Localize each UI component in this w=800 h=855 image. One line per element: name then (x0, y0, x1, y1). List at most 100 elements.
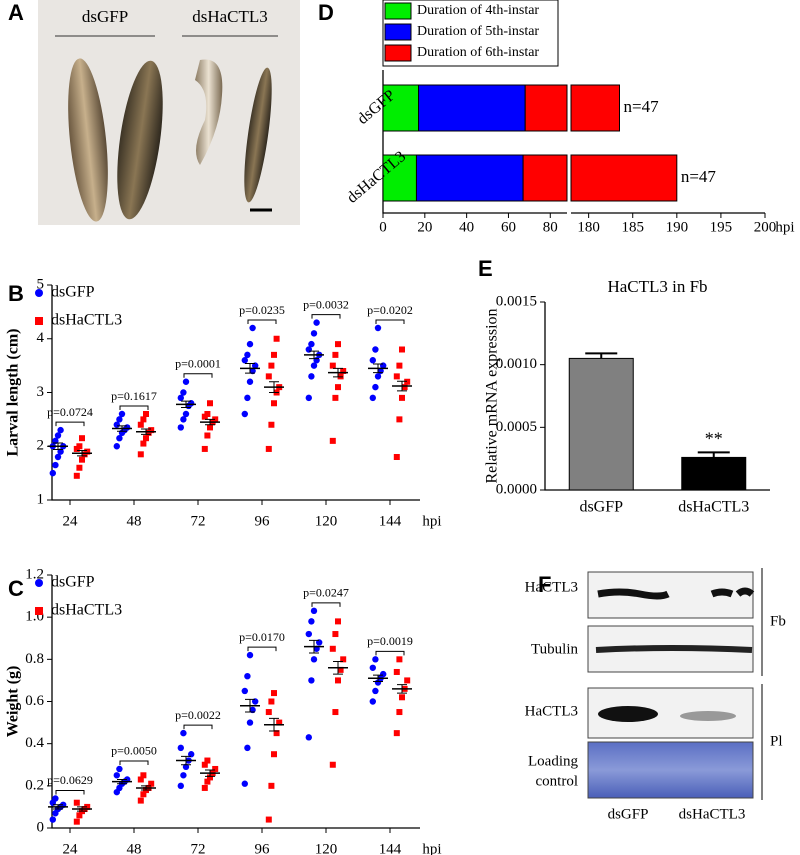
p-value: p=0.0170 (239, 630, 285, 644)
n-label: n=47 (681, 167, 717, 186)
dot (276, 719, 283, 726)
dot (308, 677, 315, 684)
dot (369, 664, 376, 671)
dot (249, 367, 256, 375)
dot (310, 607, 318, 615)
dot (249, 324, 256, 332)
p-value: p=0.0019 (367, 634, 413, 648)
bracket (183, 724, 213, 730)
y-axis-label: Larval length (cm) (5, 329, 22, 457)
x-tick-label: 80 (543, 219, 558, 235)
dot (372, 346, 379, 353)
error-bar (269, 381, 279, 393)
x-tick-label: 72 (191, 841, 206, 855)
dot (399, 346, 405, 353)
y-axis-label: Relative mRNA expression (484, 308, 501, 483)
x-tick-label: 200 (754, 219, 777, 235)
bracket (247, 319, 277, 324)
dot (204, 432, 211, 439)
dot (316, 639, 323, 646)
dot (137, 797, 144, 804)
lane-label: dsHaCTL3 (679, 806, 746, 822)
dot (329, 645, 336, 652)
dot (246, 378, 254, 385)
y-tick-label: 1.2 (25, 566, 44, 582)
bar-segment (524, 84, 568, 132)
dot (49, 469, 56, 477)
dot (271, 751, 277, 758)
dot (308, 618, 315, 625)
dot (140, 772, 147, 779)
dot (79, 435, 85, 442)
x-tick-label: 120 (315, 513, 338, 529)
dot (148, 780, 155, 787)
x-tick-label: 120 (315, 841, 338, 855)
dot (84, 803, 91, 810)
legend-marker (35, 317, 43, 325)
dot (268, 698, 275, 705)
x-tick-label: 195 (710, 219, 733, 235)
dot (137, 421, 144, 428)
legend-frame (382, 0, 559, 67)
panel-label: C (8, 576, 24, 601)
dot (396, 362, 403, 369)
larva (195, 59, 223, 165)
dot (118, 410, 126, 418)
x-tick-label: 20 (417, 219, 432, 235)
dot (177, 782, 184, 790)
dot (399, 694, 405, 701)
dot (332, 351, 339, 358)
y-axis-label: Weight (g) (5, 666, 22, 738)
dot (340, 368, 347, 374)
dot (335, 618, 341, 625)
dot (137, 451, 144, 458)
dot (177, 424, 184, 431)
blot-band (598, 706, 658, 722)
bar-segment (382, 84, 420, 132)
bar (568, 357, 634, 491)
error-bar (397, 380, 407, 392)
dot (148, 427, 155, 434)
dot (265, 373, 272, 380)
dot (244, 394, 251, 402)
dot (313, 319, 320, 326)
dot (265, 816, 272, 823)
dot (73, 818, 80, 825)
dot (393, 454, 400, 460)
dot (335, 677, 341, 684)
error-bar (141, 428, 151, 435)
error-bar (53, 804, 63, 810)
dot (271, 351, 277, 358)
bar-segment (415, 154, 524, 202)
panel-label: F (538, 572, 551, 597)
blot-panel: HaCTL3 Tubulin HaCTL3 Loading control Fb… (525, 568, 786, 822)
dot (137, 776, 144, 783)
dot (332, 631, 339, 638)
dot (207, 774, 213, 781)
y-tick-label: 0.0000 (496, 481, 537, 497)
dot (369, 357, 376, 364)
p-value: p=0.0032 (303, 297, 349, 311)
dot (271, 400, 277, 407)
dot (143, 435, 149, 442)
larva (117, 60, 163, 220)
error-bar (697, 451, 730, 458)
legend-swatch (384, 23, 412, 41)
dot (374, 373, 382, 380)
dot (52, 437, 59, 445)
photo-label: dsHaCTL3 (192, 7, 268, 26)
dot (310, 656, 318, 663)
dot (271, 690, 277, 697)
error-bar (245, 362, 255, 374)
x-tick-label: 96 (255, 841, 271, 855)
dot (308, 340, 315, 348)
dot (268, 362, 275, 369)
dot (249, 706, 256, 714)
bracket (119, 760, 149, 765)
dot (396, 416, 403, 423)
tissue-label: Fb (770, 613, 786, 629)
x-tick-label: 40 (459, 219, 474, 235)
y-tick-label: 5 (37, 276, 45, 292)
error-bar (117, 425, 127, 432)
dot (404, 378, 411, 385)
